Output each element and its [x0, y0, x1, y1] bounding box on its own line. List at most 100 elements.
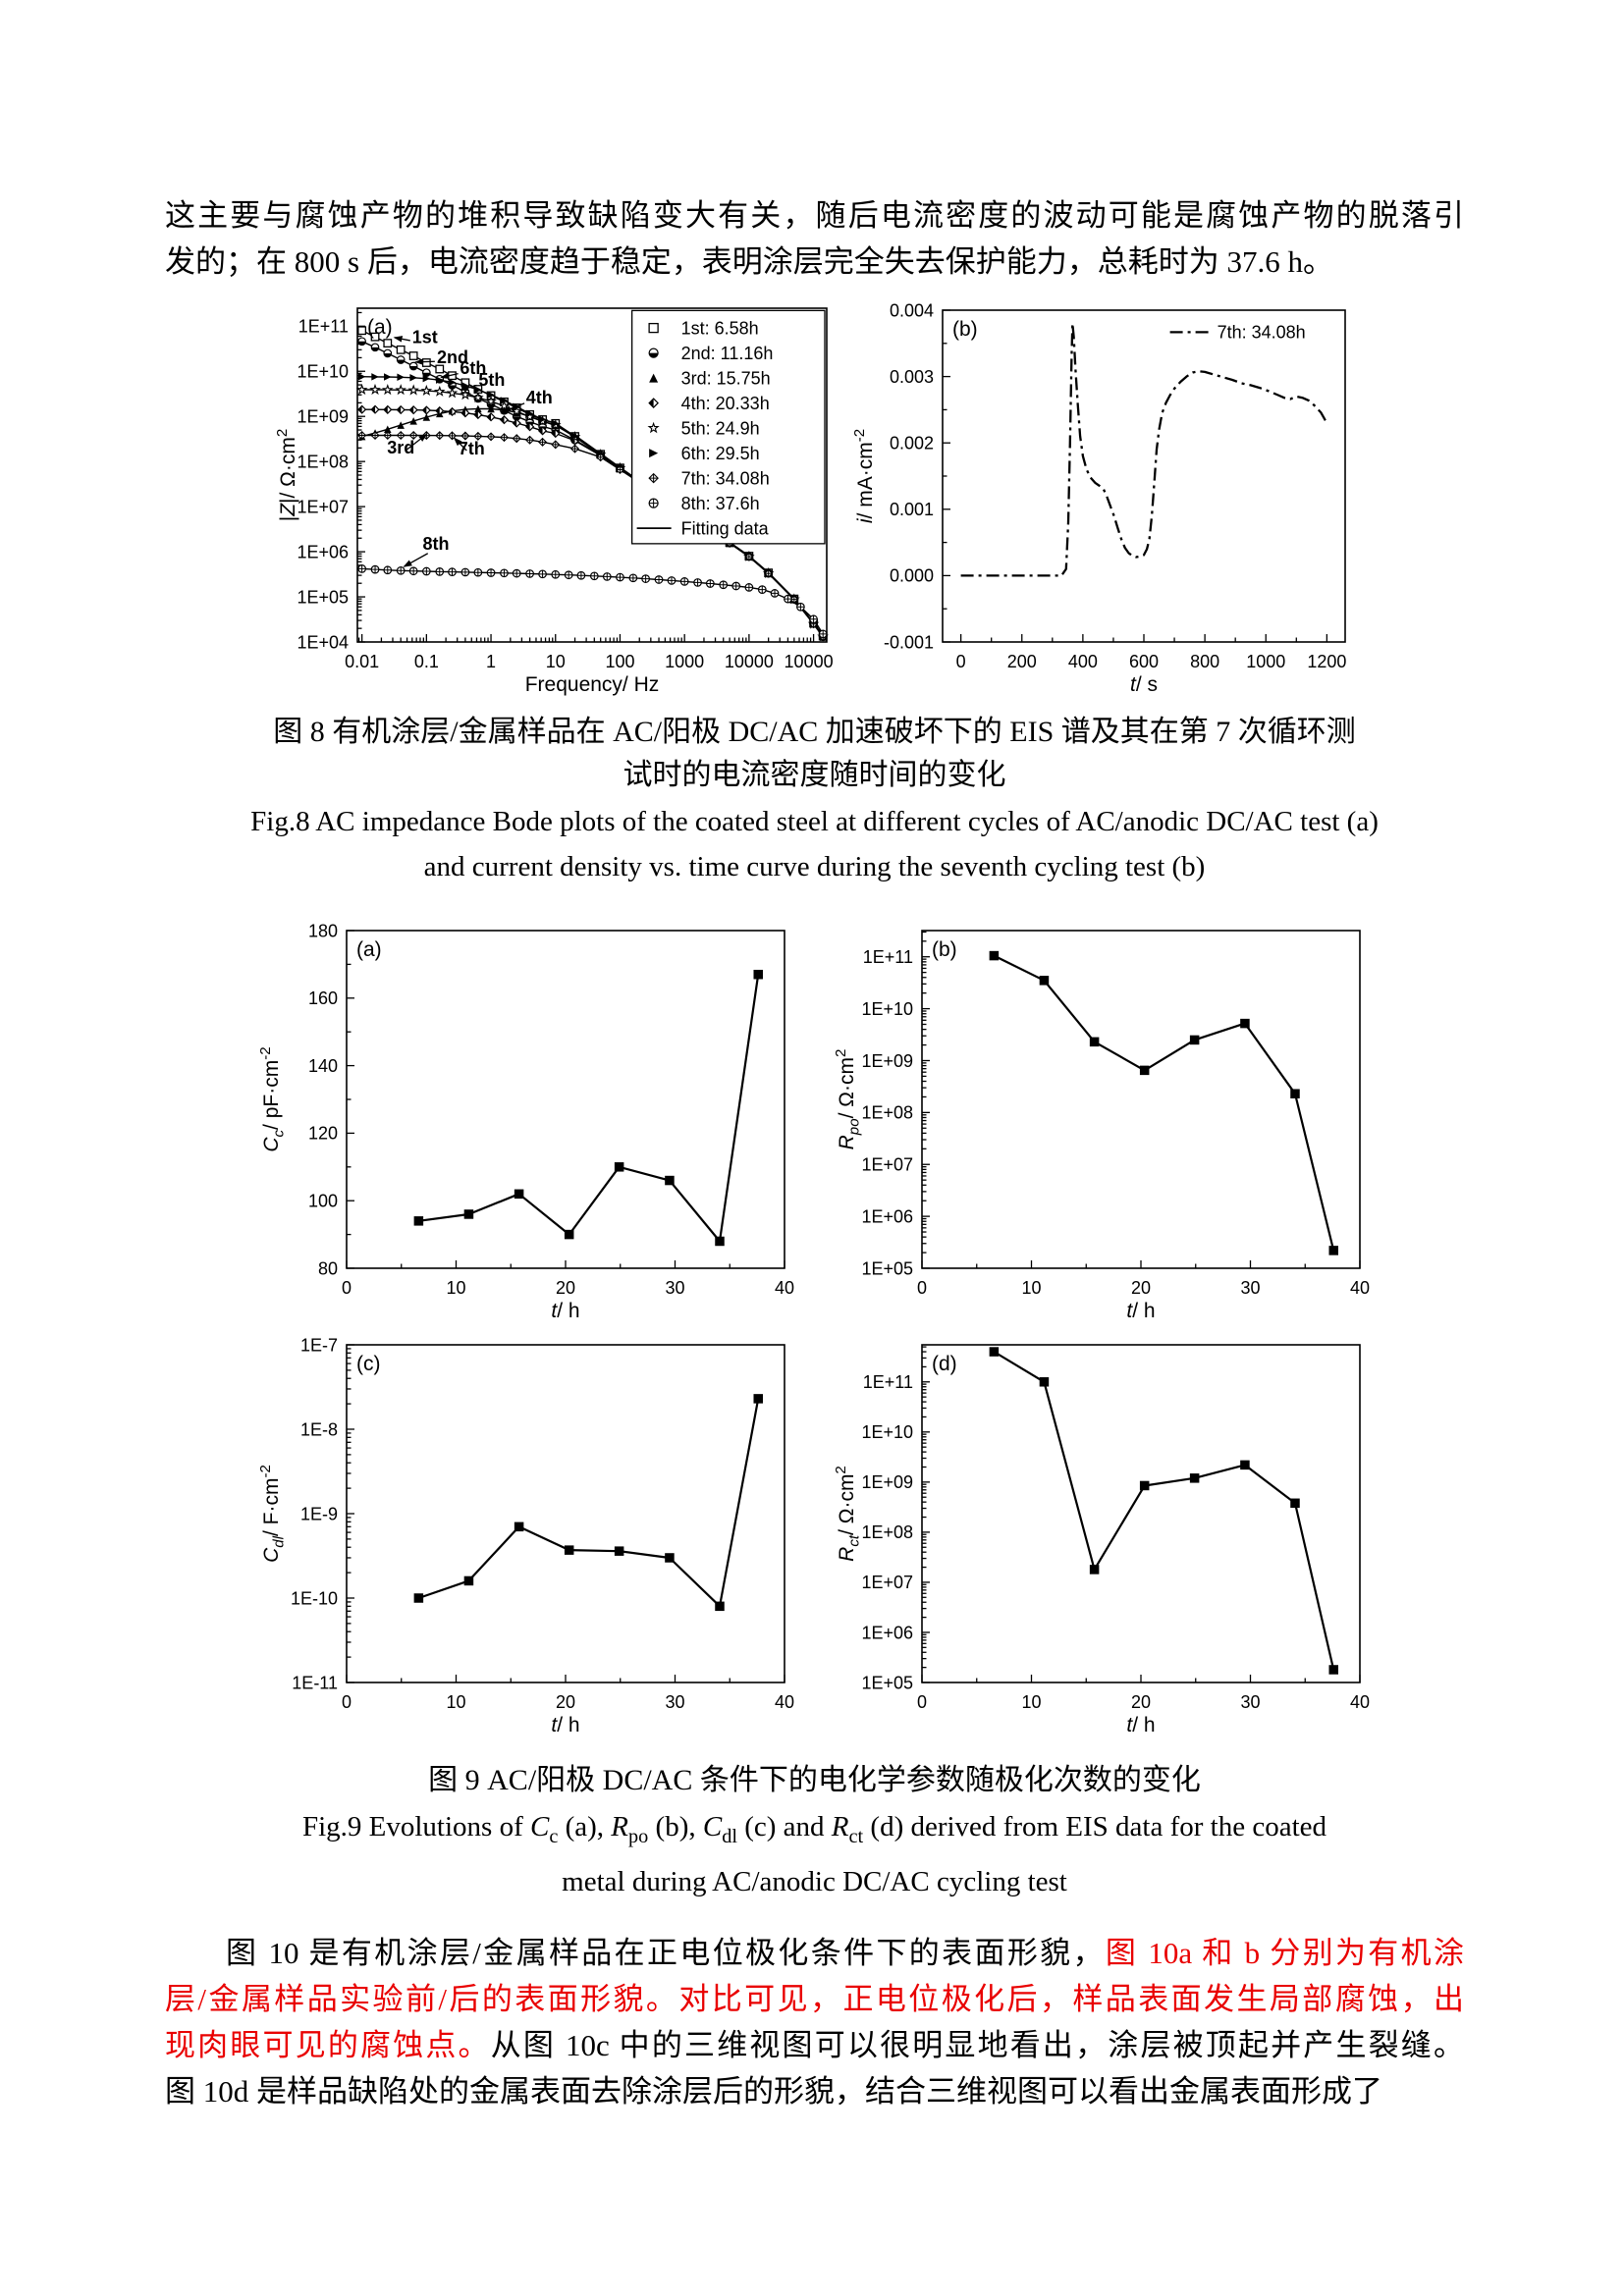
svg-text:3rd: 3rd: [387, 438, 414, 457]
svg-text:1E+08: 1E+08: [297, 452, 349, 471]
svg-text:80: 80: [317, 1258, 337, 1278]
svg-text:1E-7: 1E-7: [299, 1335, 337, 1355]
body-paragraph-2: 图 10 是有机涂层/金属样品在正电位极化条件下的表面形貌，图 10a 和 b …: [165, 1930, 1464, 2114]
svg-text:1E+10: 1E+10: [861, 1422, 913, 1442]
svg-text:1E+07: 1E+07: [297, 497, 349, 516]
svg-text:0.002: 0.002: [889, 434, 933, 454]
fig8-caption-en-line1: Fig.8 AC impedance Bode plots of the coa…: [250, 806, 1379, 837]
svg-text:0.003: 0.003: [889, 367, 933, 387]
svg-text:1E+05: 1E+05: [861, 1258, 913, 1278]
body-paragraph-1: 这主要与腐蚀产物的堆积导致缺陷变大有关，随后电流密度的波动可能是腐蚀产物的脱落引…: [165, 192, 1464, 285]
fig8a-bode-plot: 0.01 0.1 1 10 100 1000 10000 100000 1E+04 1E+05 1E…: [274, 307, 833, 696]
svg-text:1200: 1200: [1307, 652, 1346, 671]
svg-text:10000: 10000: [724, 652, 773, 671]
svg-text:120: 120: [307, 1124, 337, 1144]
svg-text:1E+08: 1E+08: [861, 1522, 913, 1542]
svg-text:0.01: 0.01: [345, 652, 379, 671]
svg-text:400: 400: [1067, 652, 1097, 671]
fig9-caption-cn: 图 9 AC/阳极 DC/AC 条件下的电化学参数随极化次数的变化: [428, 1764, 1201, 1796]
svg-text:1000: 1000: [665, 652, 704, 671]
svg-text:1E+09: 1E+09: [297, 407, 349, 427]
svg-text:t/ h: t/ h: [551, 1300, 579, 1322]
fig9-caption-en-line2: metal during AC/anodic DC/AC cycling tes…: [562, 1865, 1067, 1897]
svg-text:6th: 29.5h: 6th: 29.5h: [680, 444, 759, 463]
svg-text:Cdl/ F·cm-2: Cdl/ F·cm-2: [257, 1465, 287, 1563]
fig8b-current-density-plot: 0 200 400 600 800 1000 1200 -0.001 0.000 0.001 0.0…: [851, 300, 1346, 696]
svg-text:6th: 6th: [460, 358, 486, 378]
svg-text:10: 10: [446, 1692, 465, 1712]
svg-text:1E+07: 1E+07: [861, 1573, 913, 1592]
svg-text:1st: 1st: [411, 328, 437, 347]
svg-text:7th: 34.08h: 7th: 34.08h: [1217, 323, 1305, 343]
svg-text:0.001: 0.001: [889, 500, 933, 519]
fig8-caption-en: Fig.8 AC impedance Bode plots of the coa…: [165, 799, 1464, 889]
svg-text:1E-8: 1E-8: [299, 1419, 337, 1439]
page-content: 这主要与腐蚀产物的堆积导致缺陷变大有关，随后电流密度的波动可能是腐蚀产物的脱落引…: [165, 192, 1464, 2114]
paragraph2-line3: 现肉眼可见的腐蚀点。从图 10c 中的三维视图可以很明显地看出，涂层被顶起并产生…: [165, 2027, 1464, 2062]
svg-text:4th: 20.33h: 4th: 20.33h: [680, 394, 769, 413]
svg-text:2nd: 11.16h: 2nd: 11.16h: [680, 344, 773, 363]
svg-text:10: 10: [1021, 1278, 1041, 1298]
svg-text:Cc/ pF·cm-2: Cc/ pF·cm-2: [257, 1046, 287, 1151]
svg-text:i/ mA·cm-2: i/ mA·cm-2: [851, 429, 877, 523]
svg-text:1E+06: 1E+06: [861, 1206, 913, 1226]
svg-text:0: 0: [341, 1692, 351, 1712]
svg-text:7th: 7th: [458, 439, 484, 458]
svg-text:Rpo/ Ω·cm2: Rpo/ Ω·cm2: [833, 1049, 862, 1150]
fig8-caption-cn: 图 8 有机涂层/金属样品在 AC/阳极 DC/AC 加速破坏下的 EIS 谱及…: [165, 711, 1464, 797]
svg-text:10: 10: [1021, 1692, 1041, 1712]
svg-text:1E+05: 1E+05: [297, 587, 349, 607]
svg-text:0: 0: [916, 1278, 926, 1298]
fig8-caption-cn-line1: 图 8 有机涂层/金属样品在 AC/阳极 DC/AC 加速破坏下的 EIS 谱及…: [273, 716, 1356, 748]
svg-text:1E+07: 1E+07: [861, 1155, 913, 1175]
svg-text:30: 30: [665, 1692, 684, 1712]
figure9: 0 10 20 30 40 80 100 120 140 160 180 t/ h Cc/ pF·cm-…: [165, 919, 1464, 1743]
svg-text:t/ h: t/ h: [1126, 1714, 1155, 1736]
paragraph1-line2: 发的；在 800 s 后，电流密度趋于稳定，表明涂层完全失去保护能力，总耗时为 …: [165, 244, 1334, 279]
fig9a-cc-plot: 0 10 20 30 40 80 100 120 140 160 180 t/ h Cc/ pF·cm-…: [257, 921, 794, 1322]
svg-text:t/ h: t/ h: [1126, 1300, 1155, 1322]
svg-text:4th: 4th: [525, 388, 552, 407]
svg-text:(a): (a): [367, 316, 393, 339]
svg-text:40: 40: [774, 1692, 793, 1712]
paragraph2-line4: 图 10d 是样品缺陷处的金属表面去除涂层后的形貌，结合三维视图可以看出金属表面…: [165, 2073, 1382, 2109]
svg-text:20: 20: [1130, 1692, 1150, 1712]
svg-text:(d): (d): [932, 1353, 957, 1375]
svg-text:1E+06: 1E+06: [297, 542, 349, 561]
svg-text:1E+09: 1E+09: [861, 1051, 913, 1071]
svg-text:0: 0: [341, 1278, 351, 1298]
svg-text:10: 10: [446, 1278, 465, 1298]
svg-text:0.004: 0.004: [889, 300, 933, 320]
svg-text:1E+09: 1E+09: [861, 1472, 913, 1492]
svg-text:5th: 24.9h: 5th: 24.9h: [680, 418, 759, 438]
figure8: 0.010.11101001000100001000001E+041E+051E…: [165, 296, 1464, 703]
svg-text:40: 40: [1349, 1692, 1369, 1712]
fig8-caption-cn-line2: 试时的电流密度随时间的变化: [623, 759, 1006, 791]
svg-text:2nd: 2nd: [436, 347, 467, 367]
svg-text:0: 0: [916, 1692, 926, 1712]
svg-text:30: 30: [1240, 1278, 1260, 1298]
svg-text:40: 40: [774, 1278, 793, 1298]
svg-text:20: 20: [1130, 1278, 1150, 1298]
svg-text:140: 140: [307, 1056, 337, 1076]
svg-text:160: 160: [307, 988, 337, 1008]
svg-text:1E+06: 1E+06: [861, 1623, 913, 1642]
fig8-caption-en-line2: and current density vs. time curve durin…: [423, 851, 1206, 882]
svg-text:(c): (c): [356, 1353, 381, 1375]
svg-text:600: 600: [1128, 652, 1158, 671]
svg-text:0.000: 0.000: [889, 566, 933, 586]
svg-text:30: 30: [1240, 1692, 1260, 1712]
svg-text:1E+04: 1E+04: [297, 632, 349, 652]
svg-text:1E+11: 1E+11: [862, 947, 912, 967]
svg-text:(b): (b): [952, 318, 978, 341]
svg-text:1E+05: 1E+05: [861, 1673, 913, 1692]
fig9c-cdl-plot: 0 10 20 30 40 1E-11 1E-10 1E-9 1E-8 1E-7 t/ h Cdl/ …: [257, 1335, 794, 1736]
paragraph2-line1: 图 10 是有机涂层/金属样品在正电位极化条件下的表面形貌，图 10a 和 b …: [226, 1935, 1464, 1970]
svg-text:10: 10: [545, 652, 565, 671]
svg-text:40: 40: [1349, 1278, 1369, 1298]
svg-text:|Z|/ Ω·cm2: |Z|/ Ω·cm2: [274, 429, 299, 522]
svg-text:100: 100: [307, 1192, 337, 1211]
svg-text:8th: 8th: [422, 534, 449, 554]
svg-text:100000: 100000: [784, 652, 832, 671]
